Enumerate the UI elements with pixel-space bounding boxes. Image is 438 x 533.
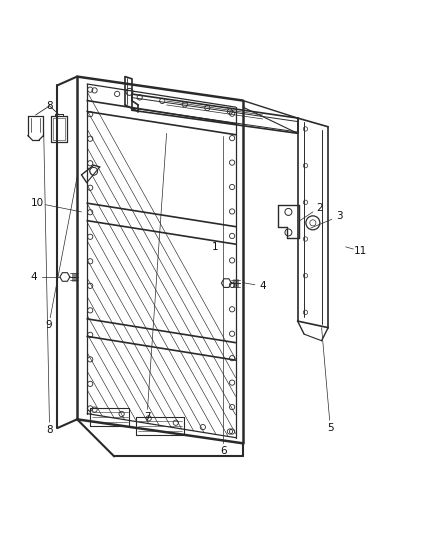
Text: 4: 4 — [31, 272, 37, 282]
Text: 8: 8 — [46, 101, 53, 111]
Text: 1: 1 — [211, 242, 218, 252]
Text: 3: 3 — [336, 211, 343, 221]
Text: 5: 5 — [327, 423, 334, 433]
Text: 2: 2 — [316, 203, 323, 213]
Text: 8: 8 — [46, 425, 53, 435]
Text: 11: 11 — [354, 246, 367, 256]
Text: 10: 10 — [31, 198, 44, 208]
Text: 6: 6 — [220, 446, 227, 456]
Text: 7: 7 — [144, 412, 150, 422]
Text: 9: 9 — [46, 320, 52, 330]
Text: 4: 4 — [259, 281, 266, 291]
